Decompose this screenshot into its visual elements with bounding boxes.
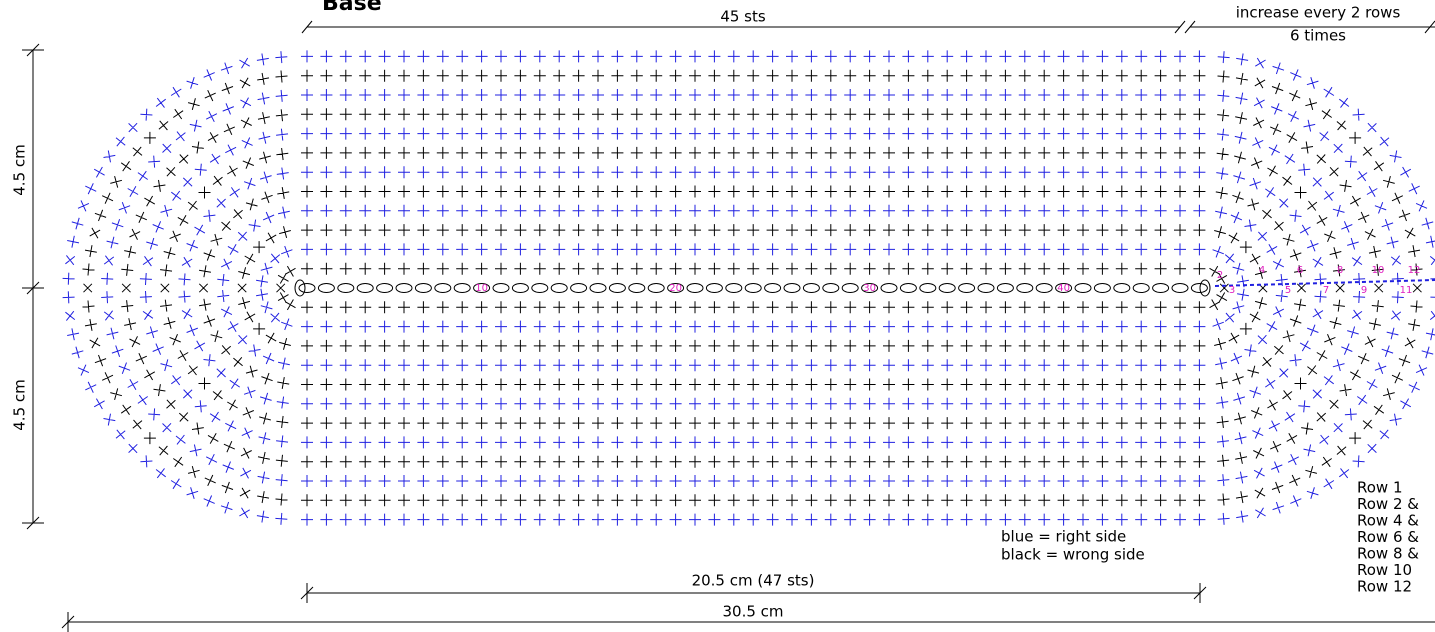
chain-marker: 40 xyxy=(1057,283,1070,294)
row-marker: 4 xyxy=(1259,265,1265,276)
row-marker: 2 xyxy=(1217,270,1223,281)
stitch-row xyxy=(62,50,1435,526)
width-label: 20.5 cm (47 sts) xyxy=(692,572,815,590)
chain-stitch xyxy=(608,283,626,293)
row-marker: 7 xyxy=(1323,285,1329,296)
stitch-pattern: 10 20 30 40 23 4 56 78 9 10 11 12 xyxy=(62,50,1435,526)
chain-stitch xyxy=(337,283,355,293)
row-marker: 10 xyxy=(1372,265,1385,276)
chain-stitch xyxy=(356,283,374,293)
stitch-row xyxy=(160,146,1345,430)
stitch-row xyxy=(198,185,1307,391)
chain-stitch xyxy=(880,283,898,293)
chain-stitch xyxy=(783,283,801,293)
row-marker: 12 xyxy=(1408,265,1421,276)
chain-stitch xyxy=(1035,283,1053,293)
legend-text: blue = right side xyxy=(1001,528,1126,546)
chain-stitch xyxy=(511,283,529,293)
chain-stitch xyxy=(841,283,859,293)
chain-stitch xyxy=(492,283,510,293)
row-marker: 9 xyxy=(1361,285,1367,296)
chain-stitch xyxy=(764,283,782,293)
chain-stitch xyxy=(294,279,306,297)
chain-stitch xyxy=(453,283,471,293)
stitch-row xyxy=(82,69,1423,507)
row-label: Row 1 xyxy=(1357,479,1403,497)
chain-stitch xyxy=(395,283,413,293)
chain-stitch xyxy=(1074,283,1092,293)
chain-stitch xyxy=(473,283,491,293)
stitch-row xyxy=(217,204,1288,372)
stitch-row xyxy=(121,108,1384,468)
chain-stitch xyxy=(1113,283,1131,293)
row-marker: 6 xyxy=(1297,265,1303,276)
title: Base xyxy=(322,0,382,16)
chain-stitch xyxy=(822,283,840,293)
height-label: 4.5 cm xyxy=(11,144,29,195)
row-label: Row 8 & xyxy=(1357,545,1419,563)
chain-stitch xyxy=(899,283,917,293)
chain-stitch xyxy=(317,283,335,293)
chain-stitch xyxy=(376,283,394,293)
chain-stitch xyxy=(938,283,956,293)
chain-stitch xyxy=(531,283,549,293)
dimension-lines xyxy=(22,20,1435,632)
chain-stitch xyxy=(434,283,452,293)
chain-stitch xyxy=(667,283,685,293)
stitch-row xyxy=(139,127,1366,449)
dimension-label: 45 sts xyxy=(720,8,766,26)
chain-stitch xyxy=(1055,283,1073,293)
chain-stitch xyxy=(1199,279,1211,297)
row-marker: 5 xyxy=(1285,285,1291,296)
chain-stitch xyxy=(1152,283,1170,293)
row-line xyxy=(1214,279,1435,287)
row-marker: 3 xyxy=(1229,285,1235,296)
stitch-row xyxy=(276,262,1229,314)
chain-stitch xyxy=(1016,283,1034,293)
chain-stitch xyxy=(1190,283,1208,293)
chain-stitch xyxy=(1171,283,1189,293)
stitch-row xyxy=(237,224,1268,352)
stitch-row xyxy=(256,243,1249,333)
row-label: Row 4 & xyxy=(1357,512,1419,530)
stitch-row xyxy=(101,89,1404,487)
chain-stitch xyxy=(1132,283,1150,293)
chain-stitch xyxy=(996,283,1014,293)
chain-stitch xyxy=(705,283,723,293)
chain-stitch xyxy=(861,283,879,293)
row-label: Row 6 & xyxy=(1357,528,1419,546)
chain-stitch xyxy=(628,283,646,293)
chain-stitch xyxy=(550,283,568,293)
chain-stitch xyxy=(1093,283,1111,293)
chain-stitch xyxy=(647,283,665,293)
row-marker: 11 xyxy=(1400,285,1413,296)
chain-stitch xyxy=(958,283,976,293)
chain-stitch xyxy=(919,283,937,293)
chain-stitch xyxy=(725,283,743,293)
chain-stitch xyxy=(298,283,316,293)
chain-marker: 10 xyxy=(475,283,488,294)
chain-stitch xyxy=(977,283,995,293)
height-label: 4.5 cm xyxy=(11,379,29,430)
chain-stitch xyxy=(802,283,820,293)
chain-marker: 20 xyxy=(669,283,682,294)
chain-stitch xyxy=(589,283,607,293)
chain-stitch xyxy=(686,283,704,293)
row-label: Row 10 xyxy=(1357,561,1412,579)
chain-marker: 30 xyxy=(863,283,876,294)
chain-stitch xyxy=(414,283,432,293)
row-label: Row 12 xyxy=(1357,578,1412,596)
legend-text: black = wrong side xyxy=(1001,546,1145,564)
chain-stitch xyxy=(570,283,588,293)
chain-stitch xyxy=(744,283,762,293)
row-label: Row 2 & xyxy=(1357,495,1419,513)
width-label: 30.5 cm xyxy=(722,603,783,621)
row-marker: 8 xyxy=(1337,265,1343,276)
dimension-label: increase every 2 rows xyxy=(1236,4,1401,22)
dimension-label: 6 times xyxy=(1290,27,1346,45)
stitch-row xyxy=(178,166,1327,410)
